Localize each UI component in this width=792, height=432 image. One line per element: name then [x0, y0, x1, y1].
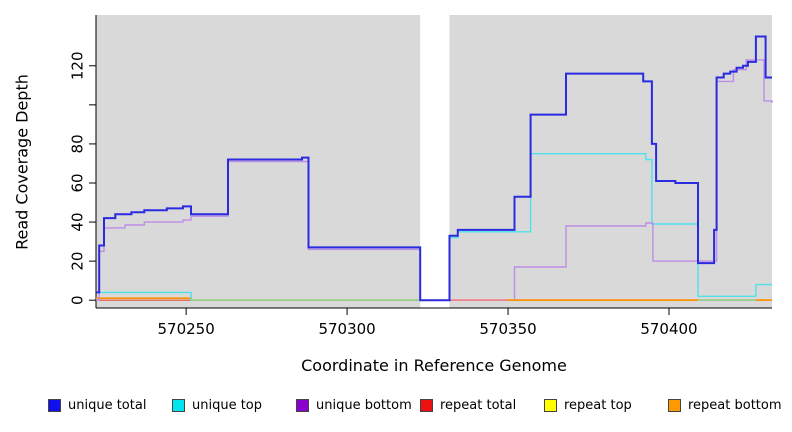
y-axis-title: Read Coverage Depth [12, 74, 32, 250]
series-unique-total [96, 35, 772, 302]
legend-swatch-unique-bottom [296, 398, 309, 412]
y-tick-label: 0 [69, 295, 87, 305]
legend-swatch-unique-top [172, 398, 185, 412]
x-tick-label: 570250 [158, 320, 215, 338]
legend-item-repeat-bottom: repeat bottom [668, 394, 792, 416]
legend-item-repeat-top: repeat top [544, 394, 668, 416]
legend-label: unique bottom [316, 397, 412, 413]
coverage-gap-band [420, 15, 450, 308]
x-tick-label: 570300 [318, 320, 375, 338]
legend-label: unique total [68, 397, 147, 413]
legend-swatch-repeat-top [544, 398, 557, 412]
y-tick-label: 20 [69, 252, 87, 271]
x-tick-label: 570350 [479, 320, 536, 338]
legend-swatch-repeat-bottom [668, 398, 681, 412]
chart-legend: unique total unique top unique bottom repea… [48, 394, 792, 416]
y-tick-label: 120 [69, 51, 87, 80]
legend-label: repeat top [564, 397, 632, 413]
legend-label: unique top [192, 397, 263, 413]
y-tick-label: 80 [69, 134, 87, 153]
legend-item-unique-total: unique total [48, 394, 172, 416]
legend-item-repeat-total: repeat total [420, 394, 544, 416]
legend-item-unique-top: unique top [172, 394, 296, 416]
legend-swatch-repeat-total [420, 398, 433, 412]
legend-item-unique-bottom: unique bottom [296, 394, 420, 416]
x-axis-title: Coordinate in Reference Genome [301, 356, 567, 375]
legend-swatch-unique-total [48, 398, 61, 412]
y-tick-label: 60 [69, 173, 87, 192]
y-tick-label: 40 [69, 213, 87, 232]
legend-label: repeat bottom [688, 397, 782, 413]
x-tick-label: 570400 [640, 320, 697, 338]
legend-label: repeat total [440, 397, 517, 413]
